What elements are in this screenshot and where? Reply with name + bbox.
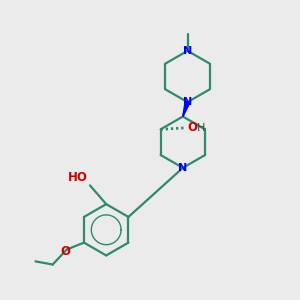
Text: O: O (61, 244, 70, 258)
Polygon shape (183, 101, 190, 116)
Text: O: O (187, 121, 197, 134)
Text: N: N (183, 46, 192, 56)
Text: N: N (178, 163, 188, 173)
Text: H: H (196, 123, 205, 133)
Text: HO: HO (68, 171, 87, 184)
Text: N: N (183, 97, 192, 107)
